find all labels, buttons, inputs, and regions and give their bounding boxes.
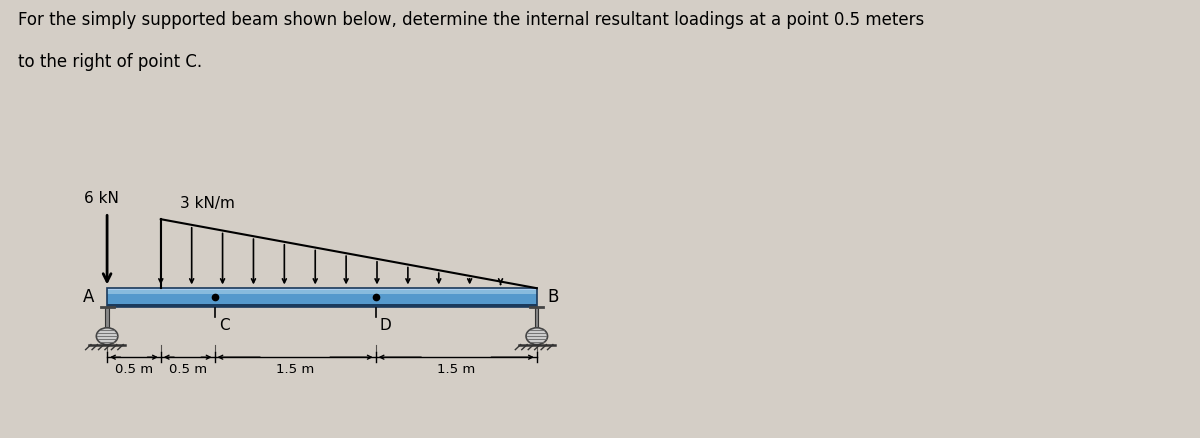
Text: 1.5 m: 1.5 m xyxy=(437,363,475,376)
Circle shape xyxy=(526,328,547,345)
Text: D: D xyxy=(380,318,391,333)
Text: 3 kN/m: 3 kN/m xyxy=(180,196,235,211)
Text: 1.5 m: 1.5 m xyxy=(276,363,314,376)
Circle shape xyxy=(96,328,118,345)
Bar xyxy=(106,307,109,330)
Text: 6 kN: 6 kN xyxy=(84,191,119,206)
Bar xyxy=(107,290,536,294)
Bar xyxy=(107,294,536,304)
Bar xyxy=(107,304,536,307)
Bar xyxy=(107,288,536,290)
Text: to the right of point C.: to the right of point C. xyxy=(18,53,202,71)
Bar xyxy=(535,307,539,330)
Text: C: C xyxy=(218,318,229,333)
Bar xyxy=(107,288,536,307)
Text: For the simply supported beam shown below, determine the internal resultant load: For the simply supported beam shown belo… xyxy=(18,11,924,29)
Text: A: A xyxy=(83,288,94,306)
Text: B: B xyxy=(547,288,559,306)
Text: 0.5 m: 0.5 m xyxy=(115,363,154,376)
Text: 0.5 m: 0.5 m xyxy=(168,363,206,376)
